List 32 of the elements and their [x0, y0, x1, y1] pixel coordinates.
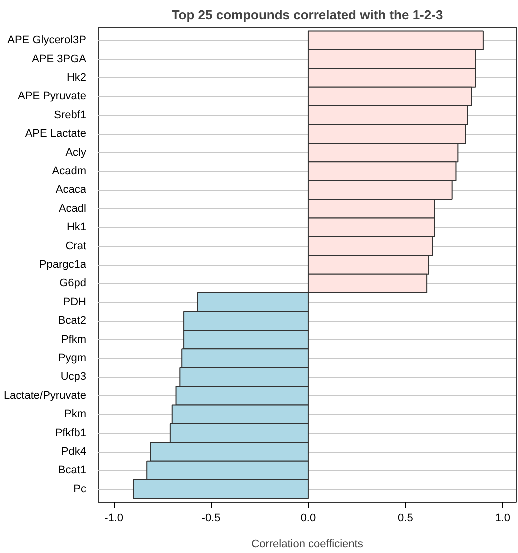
y-tick-label: Pc	[74, 483, 87, 496]
y-tick-label: Acadm	[52, 165, 87, 178]
y-tick-label: Hk1	[66, 222, 86, 234]
y-tick-label: APE Lactate	[25, 128, 87, 140]
x-tick-label: 1.0	[495, 512, 511, 524]
x-axis-title: Correlation coefficients	[252, 538, 364, 550]
x-tick-label: 0.0	[300, 512, 316, 524]
y-tick-label: Ucp3	[60, 371, 87, 384]
y-tick-label: Bcat2	[58, 315, 87, 328]
y-tick-label: Ppargc1a	[39, 259, 88, 271]
x-tick-label: -0.5	[202, 512, 221, 524]
y-tick-label: Pfkfb1	[55, 427, 87, 440]
y-tick-label: Hk2	[66, 72, 86, 84]
chart-title: Top 25 compounds correlated with the 1-2-3	[172, 8, 444, 22]
y-tick-label: Bcat1	[58, 464, 87, 477]
y-tick-label: APE Pyruvate	[18, 90, 87, 103]
y-tick-label: Srebf1	[54, 109, 87, 122]
y-tick-label: Pdk4	[61, 446, 87, 458]
x-tick-label: 0.5	[398, 512, 414, 524]
y-tick-label: G6pd	[60, 278, 87, 290]
x-tick-label: -1.0	[104, 512, 124, 524]
y-tick-label: Acadl	[58, 202, 87, 215]
y-tick-label: Pygm	[58, 352, 87, 365]
y-tick-label: Crat	[66, 240, 86, 252]
y-tick-label: Acly	[66, 146, 87, 159]
y-tick-label: Pkm	[64, 408, 86, 421]
y-tick-label: Lactate/Pyruvate	[4, 390, 87, 402]
y-tick-label: APE Glycerol3P	[8, 34, 87, 47]
y-tick-label: Pfkm	[61, 334, 87, 346]
y-tick-label: PDH	[63, 296, 87, 308]
y-tick-label: Acaca	[56, 184, 88, 196]
y-tick-label: APE 3PGA	[32, 53, 88, 66]
